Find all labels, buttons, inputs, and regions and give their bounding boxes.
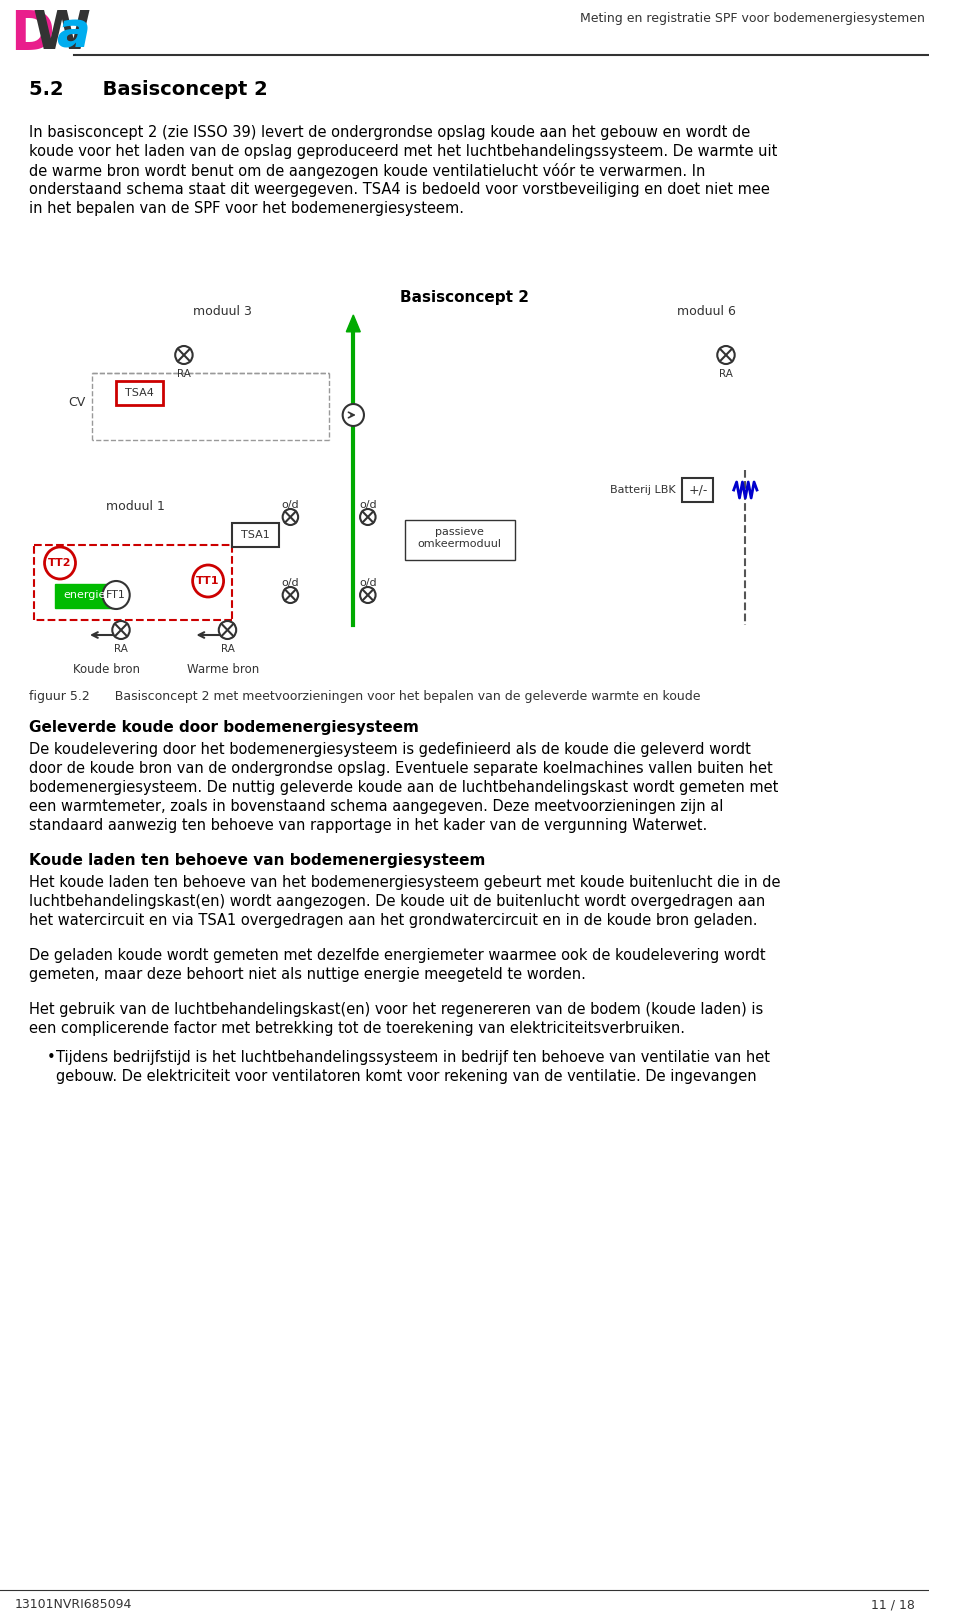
Text: TT2: TT2 <box>48 557 72 569</box>
Text: Batterij LBK: Batterij LBK <box>610 484 676 496</box>
Text: moduul 3: moduul 3 <box>193 305 252 318</box>
Text: Het koude laden ten behoeve van het bodemenergiesysteem gebeurt met koude buiten: Het koude laden ten behoeve van het bode… <box>29 875 780 889</box>
Text: 11 / 18: 11 / 18 <box>871 1597 915 1610</box>
Text: koude voor het laden van de opslag geproduceerd met het luchtbehandelingssysteem: koude voor het laden van de opslag gepro… <box>29 144 778 159</box>
Text: gebouw. De elektriciteit voor ventilatoren komt voor rekening van de ventilatie.: gebouw. De elektriciteit voor ventilator… <box>56 1069 756 1084</box>
FancyBboxPatch shape <box>55 583 113 608</box>
Text: a: a <box>56 10 90 58</box>
Circle shape <box>112 620 130 638</box>
Text: o/d: o/d <box>359 501 376 510</box>
Text: 5.2  Basisconcept 2: 5.2 Basisconcept 2 <box>29 79 268 99</box>
Text: een warmtemeter, zoals in bovenstaand schema aangegeven. Deze meetvoorzieningen : een warmtemeter, zoals in bovenstaand sc… <box>29 799 724 813</box>
Circle shape <box>282 586 299 603</box>
Text: Tijdens bedrijfstijd is het luchtbehandelingssysteem in bedrijf ten behoeve van : Tijdens bedrijfstijd is het luchtbehande… <box>56 1050 770 1064</box>
Text: W: W <box>32 8 90 60</box>
Circle shape <box>44 548 76 578</box>
Circle shape <box>193 565 224 598</box>
Circle shape <box>360 509 375 525</box>
Text: 13101NVRI685094: 13101NVRI685094 <box>14 1597 132 1610</box>
Text: figuur 5.2  Basisconcept 2 met meetvoorzieningen voor het bepalen van de gelever: figuur 5.2 Basisconcept 2 met meetvoorzi… <box>29 690 701 703</box>
Bar <box>683 478 713 502</box>
Text: CV: CV <box>68 397 85 410</box>
Circle shape <box>282 509 299 525</box>
Text: Warme bron: Warme bron <box>186 663 259 676</box>
Text: Koude laden ten behoeve van bodemenergiesysteem: Koude laden ten behoeve van bodemenergie… <box>29 854 486 868</box>
Text: TSA4: TSA4 <box>125 389 154 399</box>
Text: o/d: o/d <box>359 578 376 588</box>
Text: o/d: o/d <box>281 501 300 510</box>
Text: RA: RA <box>177 369 191 379</box>
Text: D: D <box>10 8 54 60</box>
Text: In basisconcept 2 (zie ISSO 39) levert de ondergrondse opslag koude aan het gebo: In basisconcept 2 (zie ISSO 39) levert d… <box>29 125 751 139</box>
Text: passieve
omkeermoduul: passieve omkeermoduul <box>418 526 502 549</box>
Text: FT1: FT1 <box>107 590 126 599</box>
Circle shape <box>219 620 236 638</box>
Text: gemeten, maar deze behoort niet als nuttige energie meegeteld te worden.: gemeten, maar deze behoort niet als nutt… <box>29 967 586 982</box>
Text: +/-: +/- <box>688 483 708 496</box>
Text: •: • <box>46 1050 56 1064</box>
Text: onderstaand schema staat dit weergegeven. TSA4 is bedoeld voor vorstbeveiliging : onderstaand schema staat dit weergegeven… <box>29 181 770 198</box>
Text: TT1: TT1 <box>197 577 220 586</box>
Text: Basisconcept 2: Basisconcept 2 <box>400 290 529 305</box>
Text: een complicerende factor met betrekking tot de toerekening van elektriciteitsver: een complicerende factor met betrekking … <box>29 1021 685 1037</box>
Text: RA: RA <box>221 645 234 654</box>
Text: De koudelevering door het bodemenergiesysteem is gedefinieerd als de koude die g: De koudelevering door het bodemenergiesy… <box>29 742 751 757</box>
FancyBboxPatch shape <box>116 381 162 405</box>
Polygon shape <box>347 314 360 332</box>
Text: Koude bron: Koude bron <box>73 663 140 676</box>
Text: bodemenergiesysteem. De nuttig geleverde koude aan de luchtbehandelingskast word: bodemenergiesysteem. De nuttig geleverde… <box>29 779 779 795</box>
Circle shape <box>717 347 734 364</box>
Text: TSA1: TSA1 <box>241 530 270 539</box>
Circle shape <box>103 582 130 609</box>
Text: Meting en registratie SPF voor bodemenergiesystemen: Meting en registratie SPF voor bodemener… <box>580 11 924 24</box>
Text: Het gebruik van de luchtbehandelingskast(en) voor het regenereren van de bodem (: Het gebruik van de luchtbehandelingskast… <box>29 1003 763 1017</box>
FancyBboxPatch shape <box>232 523 278 548</box>
Text: de warme bron wordt benut om de aangezogen koude ventilatielucht vóór te verwarm: de warme bron wordt benut om de aangezog… <box>29 164 706 178</box>
Text: luchtbehandelingskast(en) wordt aangezogen. De koude uit de buitenlucht wordt ov: luchtbehandelingskast(en) wordt aangezog… <box>29 894 765 909</box>
Text: in het bepalen van de SPF voor het bodemenergiesysteem.: in het bepalen van de SPF voor het bodem… <box>29 201 464 215</box>
Text: RA: RA <box>719 369 732 379</box>
FancyBboxPatch shape <box>404 520 515 561</box>
Text: RA: RA <box>114 645 128 654</box>
Text: moduul 1: moduul 1 <box>106 501 165 514</box>
Text: het watercircuit en via TSA1 overgedragen aan het grondwatercircuit en in de kou: het watercircuit en via TSA1 overgedrage… <box>29 914 757 928</box>
Text: Geleverde koude door bodemenergiesysteem: Geleverde koude door bodemenergiesysteem <box>29 719 419 735</box>
Text: moduul 6: moduul 6 <box>677 305 736 318</box>
Text: standaard aanwezig ten behoeve van rapportage in het kader van de vergunning Wat: standaard aanwezig ten behoeve van rappo… <box>29 818 708 833</box>
Circle shape <box>343 403 364 426</box>
Text: door de koude bron van de ondergrondse opslag. Eventuele separate koelmachines v: door de koude bron van de ondergrondse o… <box>29 761 773 776</box>
Circle shape <box>360 586 375 603</box>
Text: energie: energie <box>63 590 106 599</box>
Circle shape <box>176 347 193 364</box>
Text: o/d: o/d <box>281 578 300 588</box>
Text: De geladen koude wordt gemeten met dezelfde energiemeter waarmee ook de koudelev: De geladen koude wordt gemeten met dezel… <box>29 948 766 962</box>
